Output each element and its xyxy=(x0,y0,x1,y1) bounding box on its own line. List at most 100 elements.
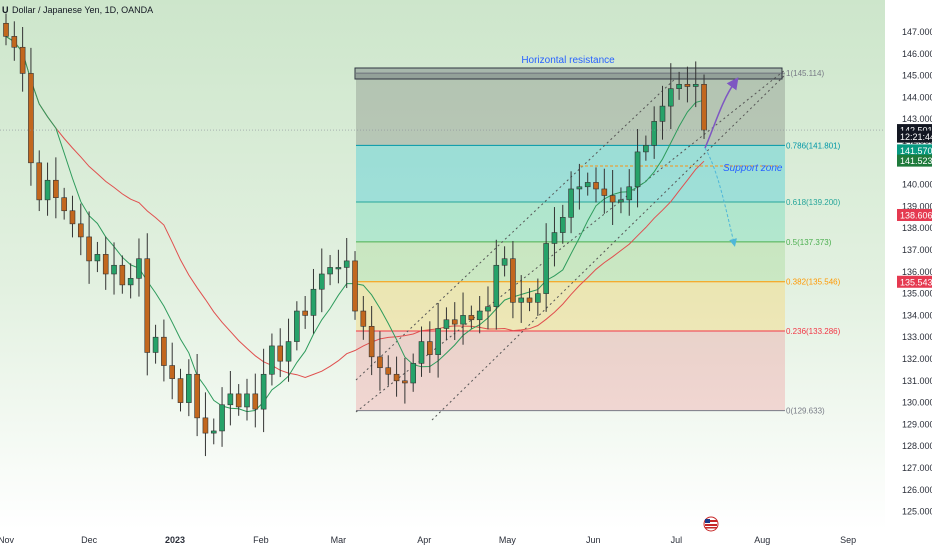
candle xyxy=(601,168,608,214)
candle-body xyxy=(684,84,691,87)
candle-body xyxy=(385,367,392,375)
time-tick-label: May xyxy=(499,535,517,545)
fib-band xyxy=(356,73,785,146)
candle xyxy=(294,301,300,351)
price-badge: 135.543 xyxy=(897,275,932,288)
candle-body xyxy=(643,145,649,153)
candle xyxy=(86,211,92,284)
time-tick-label: Dec xyxy=(81,535,98,545)
candle-body xyxy=(343,260,350,268)
candle-body xyxy=(476,310,483,321)
candle xyxy=(19,26,26,92)
channel-lower xyxy=(431,74,786,421)
time-tick-label: Apr xyxy=(417,535,431,545)
fib-level-label: 0.5(137.373) xyxy=(786,238,832,247)
candle xyxy=(302,295,308,329)
candle-body xyxy=(626,186,633,201)
bearish-projection-arrow xyxy=(704,147,737,247)
candle xyxy=(618,187,624,214)
candle-body xyxy=(451,319,458,325)
price-badge-label: 141.570 xyxy=(900,146,932,156)
time-tick-label: Mar xyxy=(331,535,347,545)
candle xyxy=(643,135,649,161)
trend-channel[interactable] xyxy=(355,69,786,421)
candle-body xyxy=(410,363,416,384)
candle xyxy=(609,169,616,225)
fibonacci-retracement[interactable]: 1(145.114) 0.786(141.801) 0.618(139.200) 0.… xyxy=(356,69,841,416)
fib-level-label: 0.382(135.546) xyxy=(786,278,841,287)
fib-level-label: 0.236(133.286) xyxy=(786,327,841,336)
chart-title-text: Dollar / Japanese Yen, 1D, OANDA xyxy=(12,5,153,15)
candle-body xyxy=(53,179,59,198)
price-tick-label: 137.000 xyxy=(902,245,932,255)
candle-body xyxy=(310,288,317,316)
candle-body xyxy=(3,22,9,37)
currency-flag-icon[interactable] xyxy=(703,516,719,532)
price-tick-label: 139.000 xyxy=(902,201,932,211)
support-zone-label: Support zone xyxy=(723,163,783,174)
candle xyxy=(219,387,225,447)
channel-mid xyxy=(355,69,786,413)
candle xyxy=(61,187,67,220)
candle-body xyxy=(493,264,500,307)
candle-body xyxy=(318,273,325,290)
candle-body xyxy=(651,121,657,146)
chart-title: U Dollar / Japanese Yen, 1D, OANDA xyxy=(2,5,153,15)
candle xyxy=(94,241,101,273)
candle xyxy=(460,292,466,345)
candle-body xyxy=(285,341,292,362)
candle xyxy=(510,241,516,319)
candle xyxy=(427,321,433,373)
time-axis[interactable]: Nov Dec 2023 Feb Mar Apr May Jun Jul Aug Sep xyxy=(0,535,856,545)
candle xyxy=(310,268,317,334)
candle xyxy=(593,167,599,203)
candle xyxy=(169,342,175,400)
candle xyxy=(136,238,142,297)
price-tick-label: 134.000 xyxy=(902,310,932,320)
candle xyxy=(493,239,500,330)
candle-body xyxy=(36,162,43,201)
candle xyxy=(144,233,151,376)
candle-body xyxy=(335,267,342,270)
price-tick-label: 132.000 xyxy=(902,354,932,364)
candle-body xyxy=(302,310,308,316)
candle-body xyxy=(102,254,109,275)
price-tick-label: 135.000 xyxy=(902,289,932,299)
candle-body xyxy=(119,264,126,286)
candle xyxy=(701,74,707,139)
corner-widget[interactable] xyxy=(898,3,928,20)
annotations: Support zone xyxy=(704,77,783,247)
candle xyxy=(418,326,425,377)
candle xyxy=(36,150,43,212)
price-badge-box xyxy=(897,154,932,167)
candle xyxy=(535,278,541,316)
price-tick-label: 131.000 xyxy=(902,376,932,386)
candle-body xyxy=(111,264,117,275)
candle-body xyxy=(19,46,26,74)
candle xyxy=(69,195,76,238)
candle-body xyxy=(510,258,516,303)
price-tick-label: 144.000 xyxy=(902,92,932,102)
candle-body xyxy=(144,258,151,353)
candle-body xyxy=(127,278,134,286)
candle xyxy=(53,157,59,219)
candle-body xyxy=(244,393,250,408)
candle xyxy=(28,47,34,186)
candle-body xyxy=(526,297,533,303)
candle-body xyxy=(427,341,433,355)
time-tick-label: Sep xyxy=(840,535,856,545)
slow-moving-average xyxy=(5,35,705,379)
candle-body xyxy=(393,373,400,382)
candle-body xyxy=(69,210,76,225)
candle-body xyxy=(86,236,92,262)
candle-body xyxy=(443,319,450,329)
candle xyxy=(77,203,84,256)
price-tick-label: 146.000 xyxy=(902,49,932,59)
candle xyxy=(210,418,217,445)
horizontal-resistance[interactable]: Horizontal resistance xyxy=(354,55,783,80)
candle xyxy=(451,302,458,341)
candle xyxy=(235,384,242,416)
price-badge-label: 138.606 xyxy=(900,210,932,220)
candle xyxy=(127,263,134,299)
